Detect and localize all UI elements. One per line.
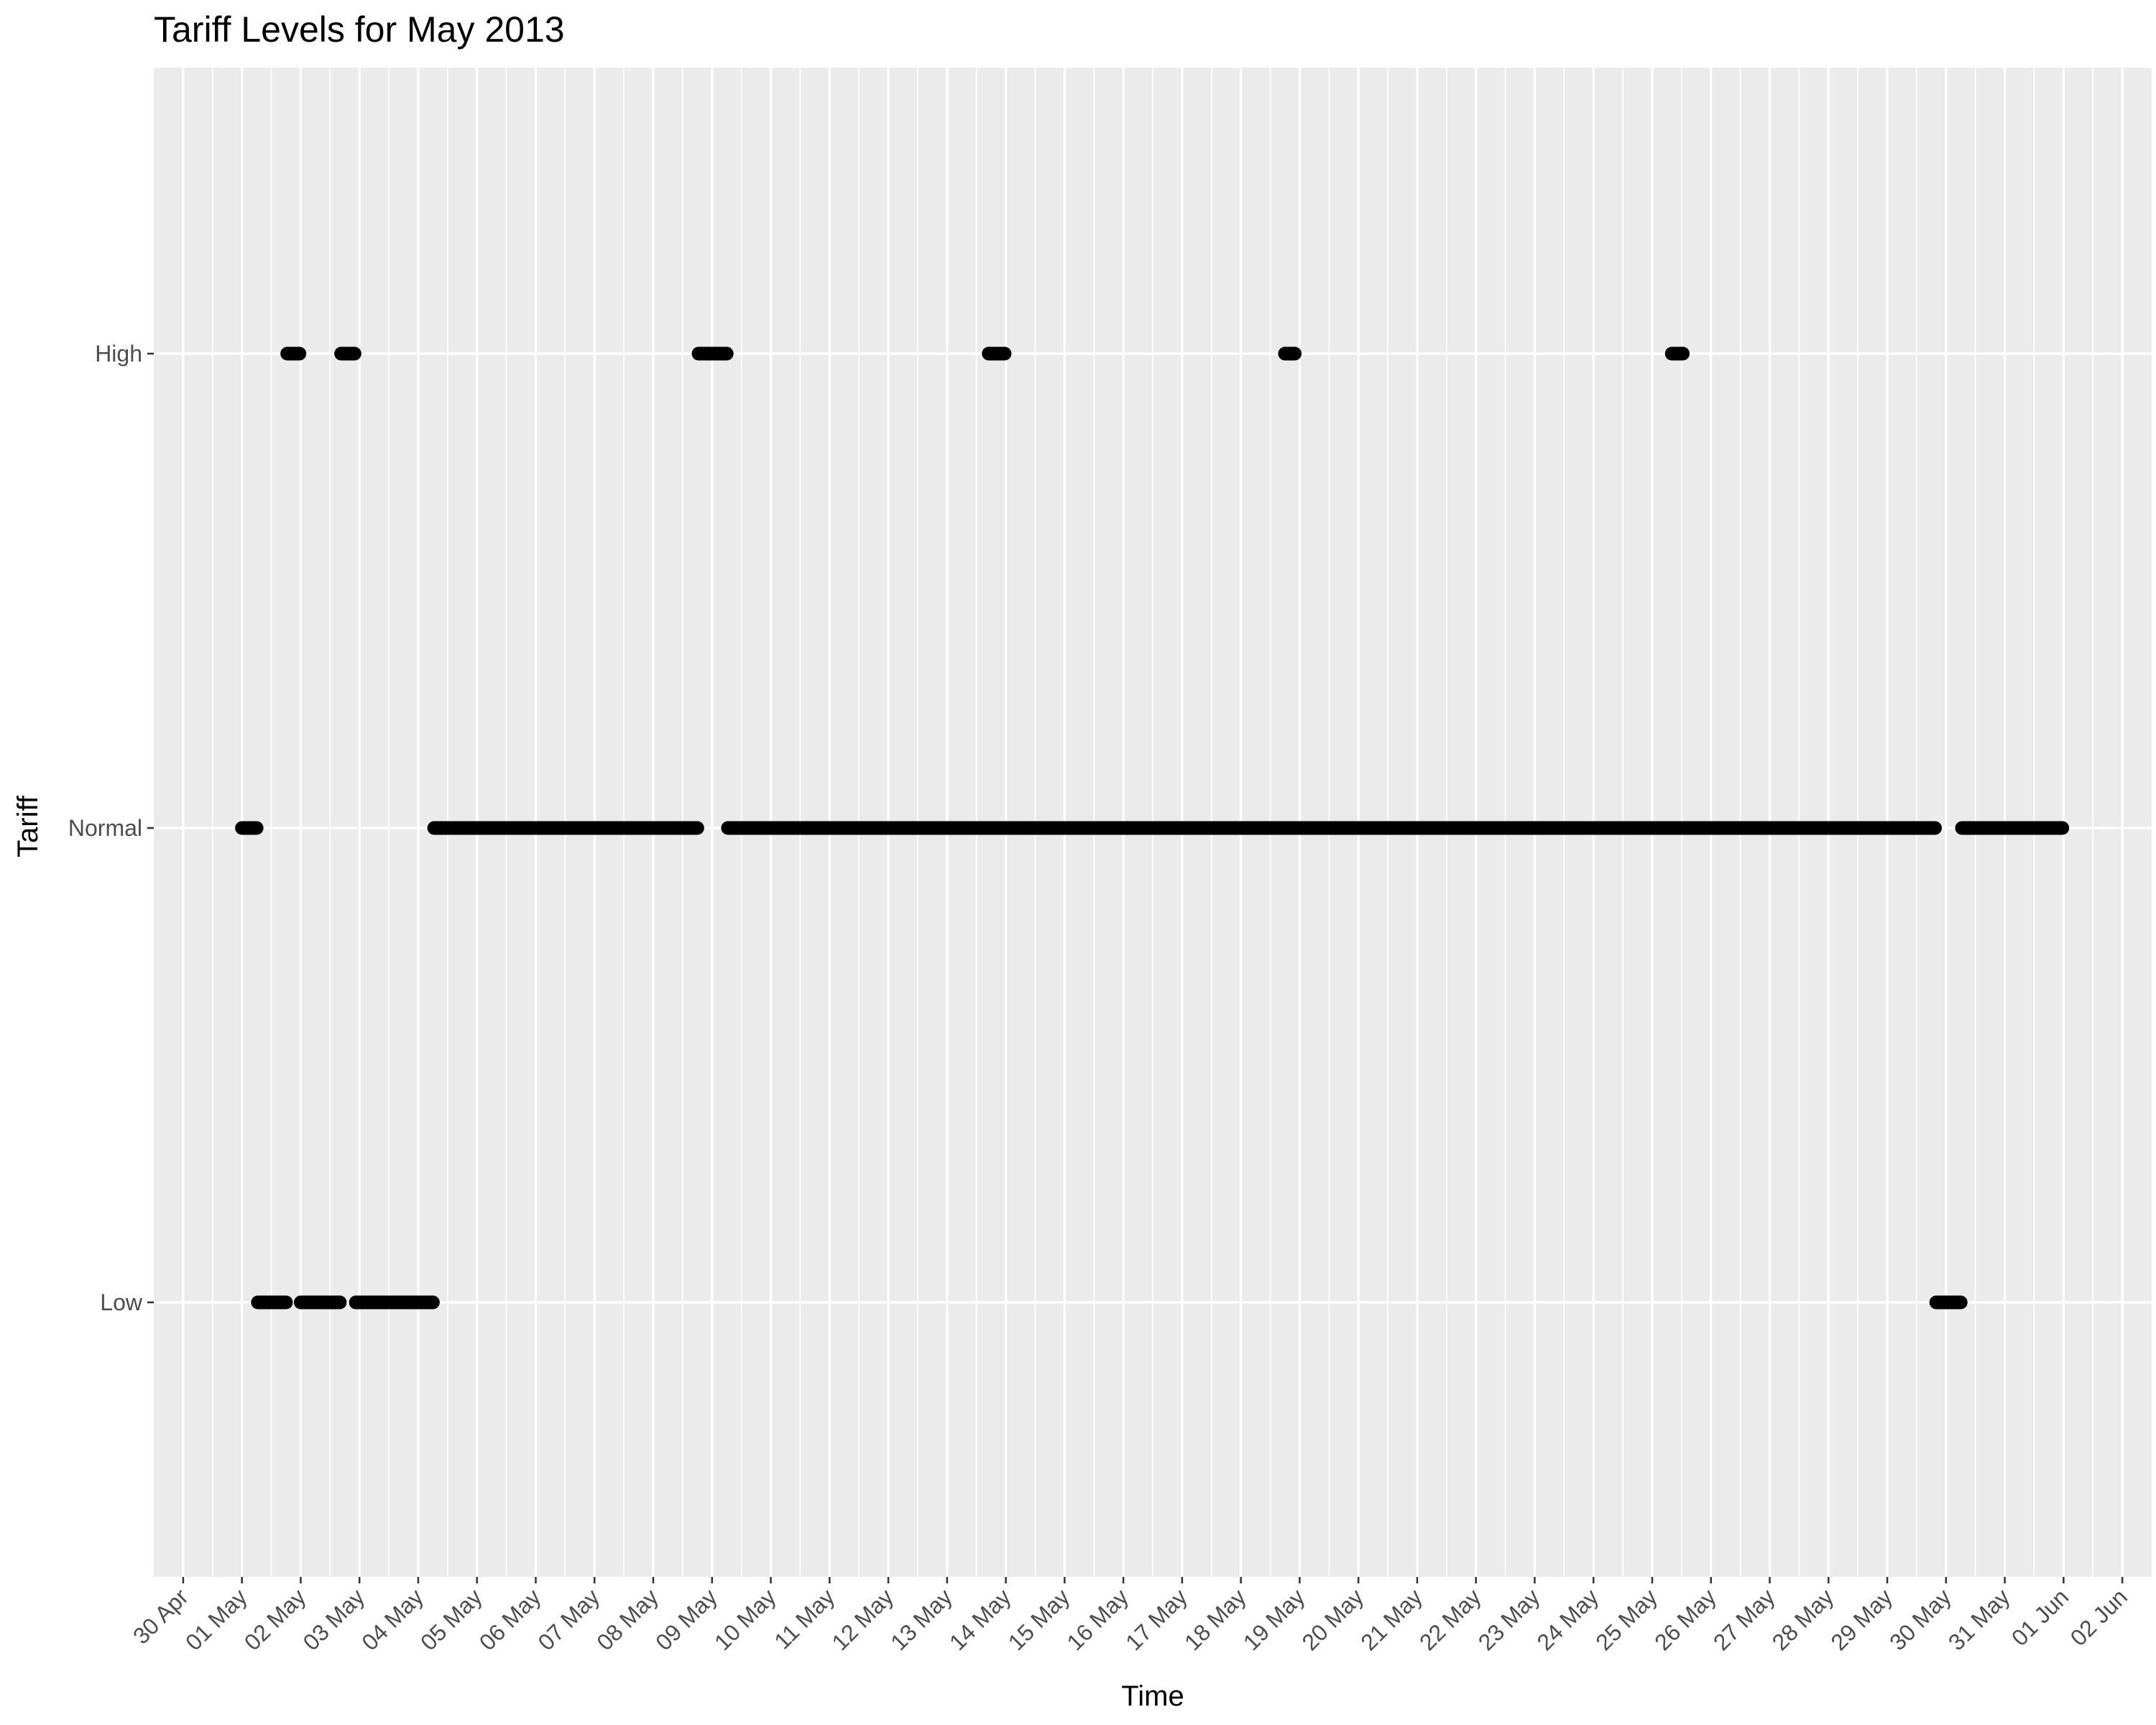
x-tick-label: 31 May bbox=[1943, 1583, 2015, 1655]
x-tick-label: 07 May bbox=[533, 1583, 605, 1655]
x-tick-label: 23 May bbox=[1473, 1583, 1545, 1655]
data-runs bbox=[235, 346, 2070, 1310]
x-tick-label: 10 May bbox=[709, 1583, 781, 1655]
x-tick-label: 24 May bbox=[1532, 1583, 1604, 1655]
x-tick-label: 30 May bbox=[1884, 1583, 1956, 1655]
x-tick-label: 27 May bbox=[1708, 1583, 1780, 1655]
x-tick-label: 09 May bbox=[650, 1583, 722, 1655]
x-tick-label: 13 May bbox=[885, 1583, 957, 1655]
x-tick-label: 17 May bbox=[1120, 1583, 1192, 1655]
x-tick-label: 08 May bbox=[591, 1583, 663, 1655]
x-tick-label: 06 May bbox=[474, 1583, 546, 1655]
x-tick-label: 19 May bbox=[1238, 1583, 1310, 1655]
x-tick-label: 14 May bbox=[944, 1583, 1016, 1655]
y-tick-label: Normal bbox=[68, 815, 142, 841]
x-tick-label: 21 May bbox=[1355, 1583, 1427, 1655]
x-tick-label: 11 May bbox=[769, 1583, 839, 1654]
y-tick-label: High bbox=[95, 341, 142, 367]
y-axis-title: Tariff bbox=[12, 795, 44, 857]
x-tick-label: 25 May bbox=[1590, 1583, 1662, 1655]
y-axis: Low Normal High bbox=[68, 341, 154, 1315]
x-tick-label: 02 Jun bbox=[2065, 1583, 2132, 1650]
x-tick-label: 02 May bbox=[239, 1583, 311, 1655]
x-tick-label: 28 May bbox=[1767, 1583, 1839, 1655]
x-tick-label: 15 May bbox=[1003, 1583, 1075, 1655]
x-tick-label: 01 Jun bbox=[2007, 1583, 2073, 1650]
x-tick-label: 04 May bbox=[356, 1583, 428, 1655]
x-tick-label: 12 May bbox=[826, 1583, 898, 1655]
x-tick-label: 22 May bbox=[1414, 1583, 1486, 1655]
x-tick-label: 01 May bbox=[180, 1583, 252, 1655]
x-tick-label: 18 May bbox=[1179, 1583, 1251, 1655]
x-tick-label: 29 May bbox=[1825, 1583, 1897, 1655]
x-tick-label: 05 May bbox=[415, 1583, 487, 1655]
y-tick-label: Low bbox=[100, 1289, 143, 1315]
x-tick-label: 16 May bbox=[1061, 1583, 1133, 1655]
x-axis-title: Time bbox=[1121, 1680, 1184, 1712]
x-tick-label: 26 May bbox=[1649, 1583, 1721, 1655]
x-tick-label: 20 May bbox=[1296, 1583, 1368, 1655]
x-tick-label: 03 May bbox=[298, 1583, 369, 1655]
chart-title: Tariff Levels for May 2013 bbox=[154, 9, 565, 50]
